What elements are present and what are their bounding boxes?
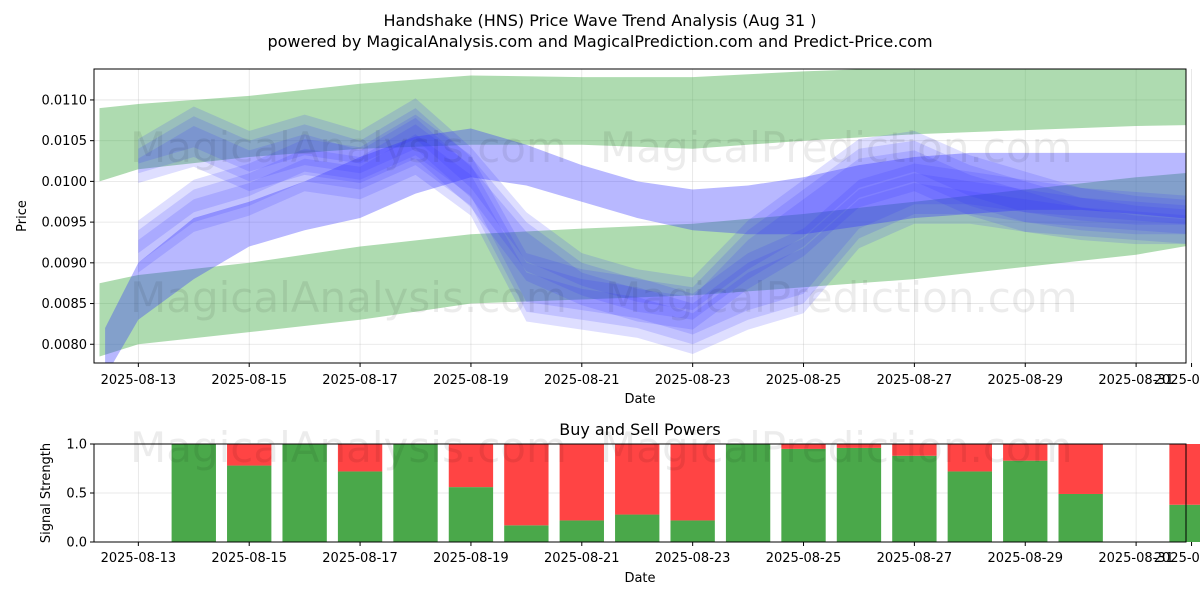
- blue-wave-band: [138, 134, 1186, 354]
- watermark-top-1: MagicalAnalysis.com: [130, 123, 567, 172]
- signal-y-tick-label: 1.0: [66, 438, 87, 453]
- buy-bar: [1169, 504, 1200, 542]
- price-y-tick-label: 0.0110: [42, 93, 88, 108]
- blue-wave-band: [138, 117, 1186, 330]
- buy-bar: [836, 447, 882, 542]
- price-x-tick-label: 2025-08-13: [101, 373, 177, 388]
- signal-x-tick-label: 2025-08-15: [211, 551, 287, 566]
- blue-wave-band: [138, 114, 1186, 335]
- buy-bar: [282, 444, 327, 542]
- price-y-label: Price: [15, 200, 30, 232]
- chart-title-line2: powered by MagicalAnalysis.com and Magic…: [267, 32, 932, 51]
- price-y-tick-label: 0.0100: [42, 175, 88, 190]
- buy-bar: [947, 471, 992, 542]
- price-x-label: Date: [624, 392, 655, 407]
- price-x-tick-label: 2025-08-23: [655, 373, 731, 388]
- signal-x-ticks: 2025-08-13 2025-08-15 2025-08-17 2025-08-19…: [101, 542, 1200, 566]
- sell-bar: [227, 444, 272, 466]
- signal-x-tick-label: 2025-08-25: [766, 551, 842, 566]
- price-x-tick-label: 2025-09-01: [1154, 373, 1200, 388]
- buy-sell-title: Buy and Sell Powers: [559, 420, 721, 439]
- blue-wave-band: [138, 108, 1186, 320]
- price-x-tick-label: 2025-08-21: [544, 373, 620, 388]
- buy-bar: [171, 444, 216, 542]
- buy-bar: [559, 520, 604, 542]
- signal-y-ticks: 0.0 0.5 1.0: [66, 438, 94, 551]
- sell-bar: [836, 444, 882, 448]
- buy-bar: [393, 444, 438, 542]
- green-trend-band: [99, 173, 1186, 357]
- price-y-ticks: 0.0080 0.0085 0.0090 0.0095 0.0100 0.0105 0.01…: [42, 93, 94, 353]
- watermark-bottom-1: MagicalAnalysis.com: [130, 423, 567, 472]
- watermark-top-4: MagicalPrediction.com: [605, 273, 1078, 322]
- sell-bar: [337, 444, 383, 472]
- price-wave-chart: MagicalAnalysis.com MagicalPrediction.co…: [15, 68, 1200, 407]
- blue-wave-band: [138, 124, 1186, 345]
- green-trend-band: [99, 69, 1186, 182]
- blue-wave-band: [138, 98, 1186, 311]
- signal-x-tick-label: 2025-08-29: [987, 551, 1063, 566]
- buy-bar: [337, 471, 383, 542]
- buy-bar: [1058, 493, 1103, 542]
- signal-y-tick-label: 0.0: [66, 536, 87, 551]
- price-y-tick-label: 0.0080: [42, 338, 88, 353]
- signal-x-tick-label: 2025-08-21: [544, 551, 620, 566]
- price-y-tick-label: 0.0095: [42, 216, 88, 231]
- price-y-tick-label: 0.0085: [42, 297, 88, 312]
- price-x-tick-label: 2025-08-29: [987, 373, 1063, 388]
- sell-bar: [1058, 444, 1103, 494]
- signal-y-label: Signal Strength: [39, 443, 54, 543]
- sell-bar: [1003, 444, 1048, 461]
- sell-bar: [448, 444, 494, 488]
- buy-bar: [670, 520, 715, 542]
- price-bands: [99, 69, 1186, 363]
- sell-bar: [947, 444, 992, 472]
- buy-bar: [781, 448, 826, 542]
- buy-bar: [227, 465, 272, 542]
- signal-x-tick-label: 2025-08-17: [322, 551, 398, 566]
- buy-bar: [892, 455, 937, 542]
- sell-bar: [670, 444, 715, 521]
- watermark-top-3: MagicalAnalysis.com: [130, 273, 567, 322]
- price-grid: [94, 69, 1192, 363]
- buy-bar: [1003, 460, 1048, 542]
- signal-x-tick-label: 2025-08-31: [1098, 551, 1174, 566]
- buy-bar: [725, 444, 771, 542]
- price-x-ticks: 2025-08-13 2025-08-15 2025-08-17 2025-08-19…: [101, 363, 1200, 388]
- signal-x-tick-label: 2025-08-13: [101, 551, 177, 566]
- sell-bar: [615, 444, 660, 515]
- sell-bar: [892, 444, 937, 456]
- watermark-bottom-2: MagicalPrediction.com: [600, 423, 1073, 472]
- signal-y-tick-label: 0.5: [66, 487, 87, 502]
- price-axes-frame: [93, 68, 1187, 364]
- signal-x-tick-label: 2025-08-19: [433, 551, 509, 566]
- price-x-tick-label: 2025-08-15: [211, 373, 287, 388]
- signal-x-label: Date: [624, 571, 655, 586]
- price-x-tick-label: 2025-08-17: [322, 373, 398, 388]
- signal-x-tick-label: 2025-09-01: [1154, 551, 1200, 566]
- blue-wave-band: [105, 128, 1186, 363]
- sell-bar: [504, 444, 549, 526]
- signal-x-tick-label: 2025-08-27: [877, 551, 953, 566]
- price-x-tick-label: 2025-08-27: [877, 373, 953, 388]
- price-x-tick-label: 2025-08-31: [1098, 373, 1174, 388]
- buy-bar: [615, 514, 660, 542]
- watermark-top-2: MagicalPrediction.com: [600, 123, 1073, 172]
- price-y-tick-label: 0.0090: [42, 256, 88, 271]
- signal-x-tick-label: 2025-08-23: [655, 551, 731, 566]
- sell-bar: [1169, 444, 1200, 505]
- price-y-tick-label: 0.0105: [42, 134, 88, 149]
- chart-title-line1: Handshake (HNS) Price Wave Trend Analysi…: [383, 11, 816, 30]
- signal-bars: [171, 444, 1200, 542]
- price-x-tick-label: 2025-08-25: [766, 373, 842, 388]
- price-x-tick-label: 2025-08-19: [433, 373, 509, 388]
- buy-bar: [504, 525, 549, 542]
- buy-bar: [448, 487, 494, 542]
- sell-bar: [559, 444, 604, 521]
- buy-sell-chart: Buy and Sell Powers MagicalAnalysis.com …: [39, 420, 1200, 586]
- sell-bar: [781, 444, 826, 449]
